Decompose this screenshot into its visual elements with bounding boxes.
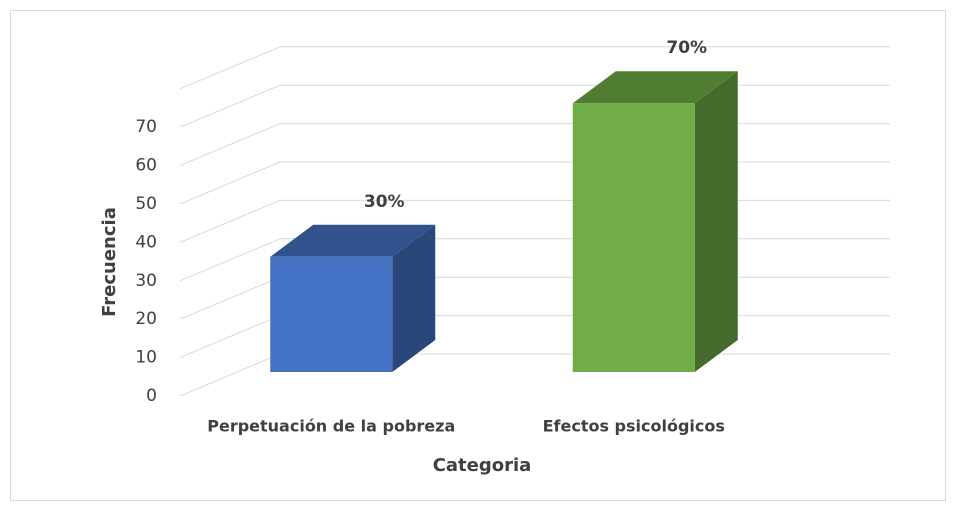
grid-line (179, 161, 281, 205)
x-tick-label: Perpetuación de la pobreza (207, 417, 455, 436)
grid-line (179, 276, 281, 320)
chart-border (10, 10, 946, 501)
y-tick-label: 0 (146, 386, 157, 406)
grid-line (179, 315, 281, 359)
bar (572, 103, 695, 372)
x-axis-title: Categoria (433, 455, 532, 476)
data-label: 70% (666, 38, 707, 58)
y-tick-label: 50 (135, 194, 157, 214)
grid-line (179, 238, 281, 282)
grid-line (179, 46, 281, 90)
grid-line (179, 353, 281, 397)
bar-side (392, 224, 436, 372)
y-tick-label: 60 (135, 156, 157, 176)
bar-side (694, 71, 738, 372)
y-tick-label: 40 (135, 232, 157, 252)
grid-line (179, 199, 281, 243)
y-tick-label: 70 (135, 117, 157, 137)
y-axis-title: Frecuencia (99, 207, 120, 317)
grid-line (179, 123, 281, 167)
y-tick-label: 30 (135, 271, 157, 291)
y-tick-label: 10 (135, 348, 157, 368)
data-label: 30% (364, 192, 405, 212)
bar (270, 256, 393, 372)
y-tick-label: 20 (135, 309, 157, 329)
x-tick-label: Efectos psicológicos (543, 417, 725, 436)
bar-top (572, 71, 738, 104)
bar-top (270, 224, 436, 257)
grid-line (179, 84, 281, 128)
